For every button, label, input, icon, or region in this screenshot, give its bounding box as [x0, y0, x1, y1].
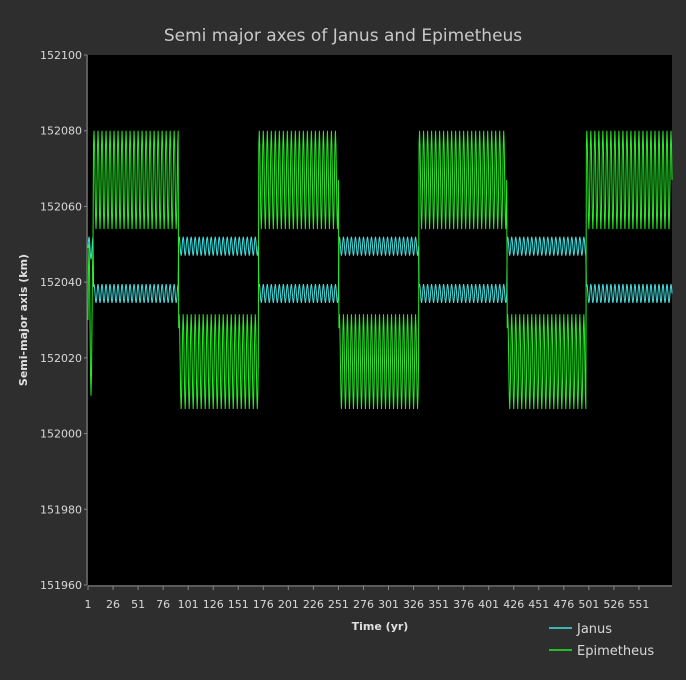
y-tick-label: 152100 — [40, 49, 82, 62]
x-tick-label: 551 — [628, 598, 649, 611]
x-tick-label: 376 — [453, 598, 474, 611]
x-tick-label: 226 — [303, 598, 324, 611]
y-tick-label: 151980 — [40, 503, 82, 516]
x-tick-label: 326 — [403, 598, 424, 611]
x-tick-label: 501 — [578, 598, 599, 611]
x-tick-label: 101 — [178, 598, 199, 611]
y-tick-label: 152060 — [40, 200, 82, 213]
x-tick-label: 251 — [328, 598, 349, 611]
y-tick-label: 152000 — [40, 428, 82, 441]
x-tick-label: 26 — [106, 598, 120, 611]
x-tick-label: 476 — [553, 598, 574, 611]
x-tick-label: 176 — [253, 598, 274, 611]
x-tick-label: 1 — [85, 598, 92, 611]
x-tick-label: 276 — [353, 598, 374, 611]
legend-label-epimetheus: Epimetheus — [577, 644, 654, 659]
x-tick-label: 426 — [503, 598, 524, 611]
series-layer — [87, 130, 673, 409]
x-tick-label: 201 — [278, 598, 299, 611]
x-tick-label: 76 — [156, 598, 170, 611]
x-tick-label: 351 — [428, 598, 449, 611]
x-tick-label: 301 — [378, 598, 399, 611]
x-tick-label: 401 — [478, 598, 499, 611]
x-tick-label: 526 — [603, 598, 624, 611]
chart-title: Semi major axes of Janus and Epimetheus — [164, 26, 522, 46]
y-axis-label: Semi-major axis (km) — [17, 254, 30, 386]
y-axis: 151960 151980 152000 152020 152040 152060 1520… — [40, 49, 88, 592]
x-tick-label: 151 — [228, 598, 249, 611]
x-tick-label: 51 — [131, 598, 145, 611]
legend: Janus Epimetheus — [549, 622, 654, 659]
x-axis: 1 26 51 76 101 126 151 176 201 226 251 276 301 326 351… — [85, 585, 672, 611]
y-tick-label: 152080 — [40, 125, 82, 138]
y-tick-label: 152040 — [40, 276, 82, 289]
legend-label-janus: Janus — [576, 622, 612, 637]
series-line-epimetheus — [87, 130, 673, 409]
x-tick-label: 451 — [528, 598, 549, 611]
y-tick-label: 152020 — [40, 352, 82, 365]
x-axis-label: Time (yr) — [352, 620, 409, 633]
x-tick-label: 126 — [203, 598, 224, 611]
series-line-janus — [87, 236, 673, 304]
y-tick-label: 151960 — [40, 579, 82, 592]
